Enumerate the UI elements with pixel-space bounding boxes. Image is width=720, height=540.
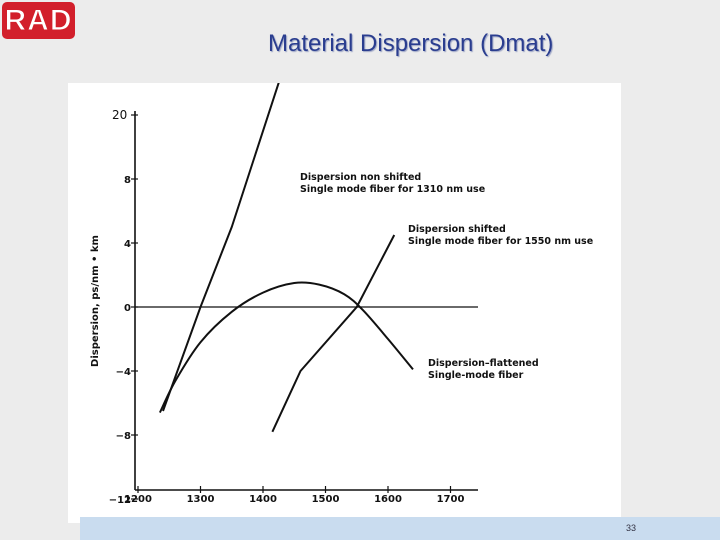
y-axis-label: Dispersion, ps/nm • km: [90, 235, 101, 367]
page-number: 33: [625, 523, 636, 533]
y-tick-label: −12: [109, 495, 131, 506]
curve-flattened: [158, 281, 414, 414]
x-tick-label: 1500: [312, 494, 340, 505]
annotation-line-2: Single mode fiber for 1310 nm use: [300, 184, 485, 195]
annotation-line-1: Dispersion non shifted: [300, 172, 421, 183]
x-tick-label: 1200: [124, 494, 152, 505]
slide-title: Material Dispersion (Dmat): [268, 30, 554, 57]
curve-non-shifted: [162, 34, 296, 412]
y-tick-label: 20: [112, 108, 127, 122]
y-tick-label: −4: [116, 367, 131, 378]
rad-logo: RAD: [2, 2, 75, 39]
annotation-line-1: Dispersion–flattened: [428, 358, 539, 369]
x-tick-label: 1700: [437, 494, 465, 505]
y-tick-label: 0: [124, 303, 131, 314]
x-tick-label: 1300: [187, 494, 215, 505]
y-tick-label: −8: [116, 431, 131, 442]
curve-shifted: [271, 234, 396, 433]
x-tick-label: 1600: [374, 494, 402, 505]
x-tick-label: 1400: [249, 494, 277, 505]
annotation-line-1: Dispersion shifted: [408, 224, 506, 235]
annotation-line-2: Single mode fiber for 1550 nm use: [408, 236, 593, 247]
footer-bar: [80, 517, 720, 540]
y-tick-label: 4: [124, 239, 131, 250]
logo-text: RAD: [4, 3, 73, 37]
annotation-line-2: Single-mode fiber: [428, 370, 524, 381]
y-tick-label: 8: [124, 175, 131, 186]
